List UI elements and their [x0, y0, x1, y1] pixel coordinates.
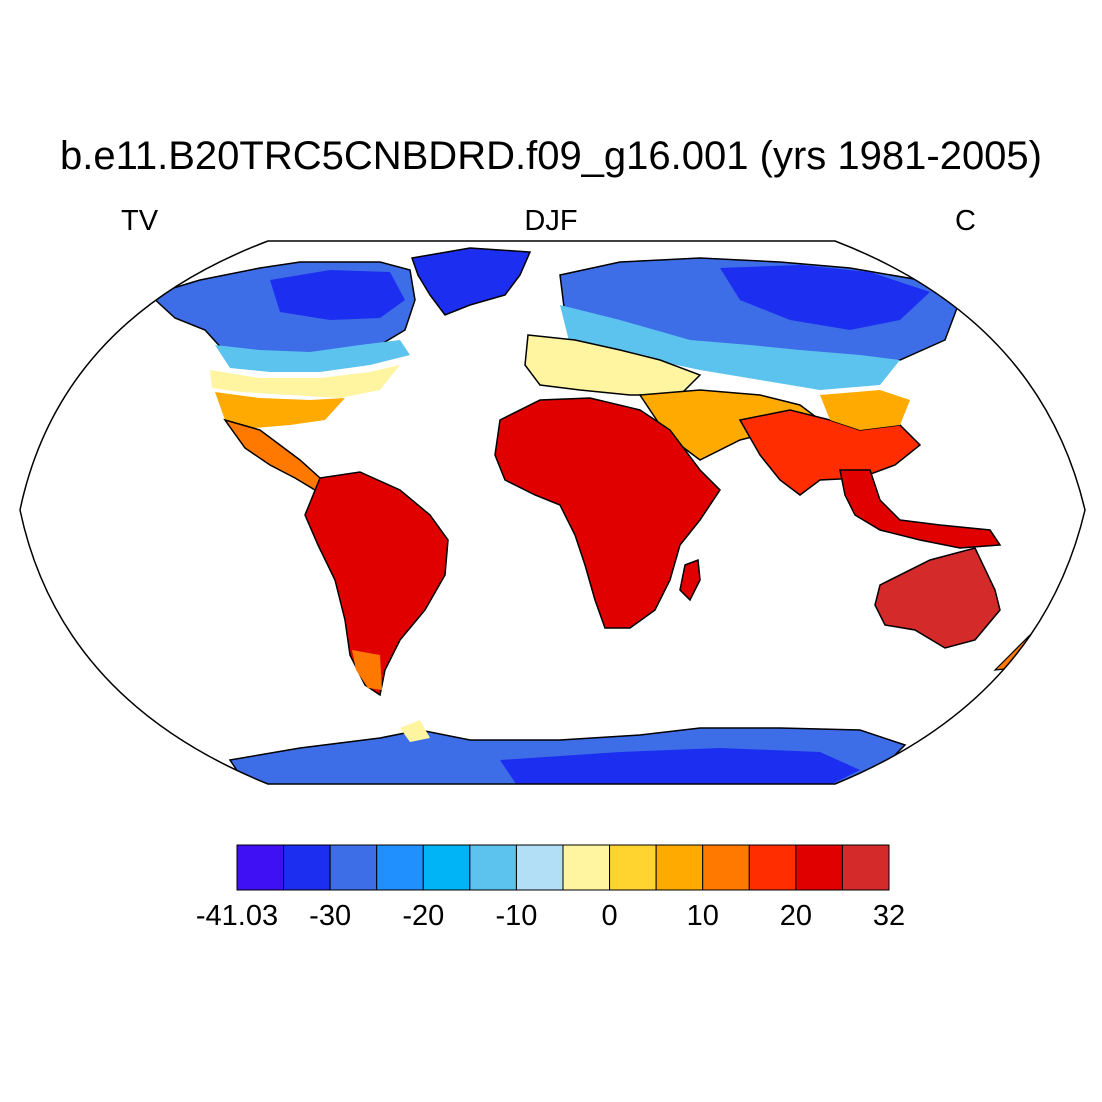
- map-title: b.e11.B20TRC5CNBDRD.f09_g16.001 (yrs 198…: [59, 134, 1042, 178]
- colorbar-tick-label: -41.03: [195, 900, 279, 932]
- map-fill-layer: [148, 247, 1046, 784]
- land-greenland: [410, 247, 532, 316]
- colorbar-tick-label: 0: [601, 900, 618, 932]
- colorbar-swatch: [562, 844, 611, 891]
- season-label: DJF: [524, 205, 578, 237]
- land-south-america: [304, 471, 449, 697]
- colorbar-swatch: [748, 844, 797, 891]
- colorbar-swatch: [422, 844, 471, 891]
- land-central-america: [223, 418, 332, 493]
- land-africa: [494, 397, 721, 629]
- colorbar-swatch: [283, 844, 331, 891]
- land-antarctica-coast: [400, 720, 430, 742]
- colorbar-swatch: [236, 844, 285, 891]
- land-north-america-band-4: [215, 392, 345, 428]
- land-south-america-south: [352, 650, 382, 690]
- land-eurasia-band-cold: [720, 265, 930, 330]
- colorbar-swatch: [795, 844, 843, 891]
- colorbar-swatch: [702, 844, 750, 891]
- land-madagascar: [679, 558, 701, 602]
- land-australia: [874, 547, 1001, 649]
- colorbar-tick-label: 10: [686, 900, 719, 932]
- colorbar-swatch: [655, 844, 704, 891]
- land-new-zealand: [993, 631, 1046, 671]
- variable-label: TV: [121, 205, 159, 237]
- colorbar-swatch: [329, 844, 378, 891]
- colorbar-swatch: [515, 844, 564, 891]
- colorbar-tick-label: -20: [402, 900, 445, 932]
- map-frame: [19, 240, 1086, 785]
- land-antarctica-interior: [500, 748, 860, 784]
- colorbar-tick-label: 20: [779, 900, 812, 932]
- colorbar-tick-label: -30: [309, 900, 352, 932]
- colorbar-tick-label: 32: [872, 900, 906, 932]
- colorbar: [236, 844, 890, 891]
- colorbar-swatch: [609, 844, 657, 891]
- land-north-america-band-1: [270, 270, 405, 320]
- units-label: C: [955, 205, 976, 237]
- land-north-america-band-2: [215, 340, 410, 372]
- colorbar-swatch: [469, 844, 517, 891]
- colorbar-swatch: [841, 844, 890, 891]
- colorbar-tick-label: -10: [495, 900, 538, 932]
- land-east-asia-warm: [820, 390, 910, 430]
- land-eurasia-band-mid: [560, 305, 900, 390]
- land-southeast-asia: [839, 469, 1002, 549]
- colorbar-swatch: [376, 844, 424, 891]
- land-north-america-band-3: [210, 365, 400, 398]
